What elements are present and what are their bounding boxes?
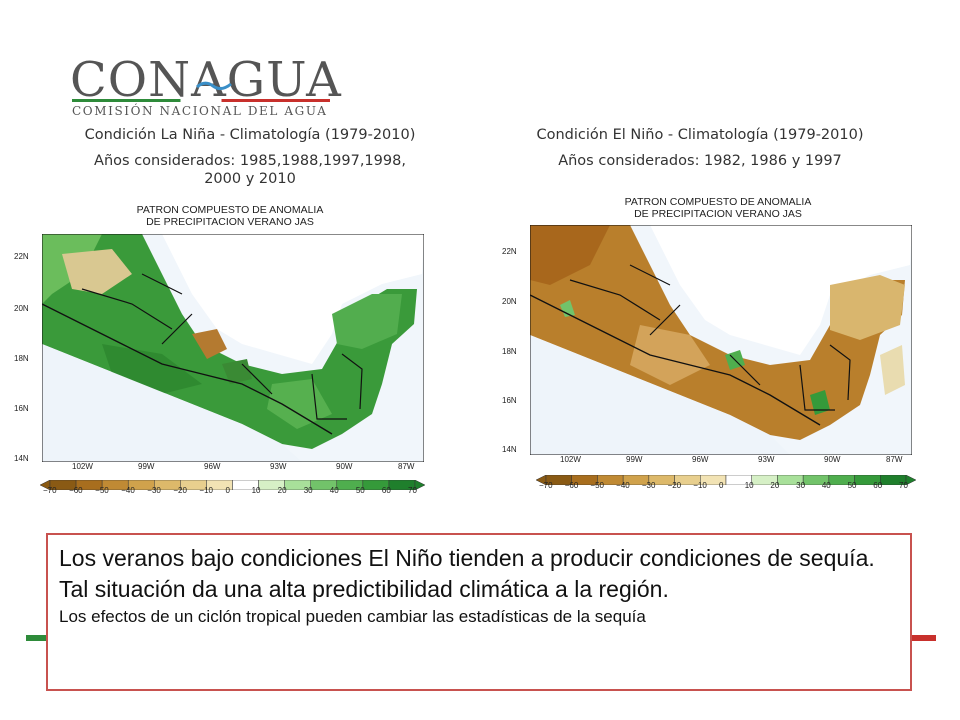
left-map-title-line1: PATRON COMPUESTO DE ANOMALIA — [136, 204, 324, 216]
left-scale-tick-label: −30 — [147, 486, 161, 495]
right-caption-years: Años considerados: 1982, 1986 y 1997 — [558, 153, 842, 169]
right-scale-tick-label: −70 — [539, 481, 553, 490]
right-map-figure: PATRON COMPUESTO DE ANOMALIA DE PRECIPIT… — [498, 193, 928, 493]
right-precipitation-anomaly-map — [530, 225, 912, 455]
left-scale-tick-label: 40 — [329, 486, 339, 495]
right-scale-tick-label: −50 — [590, 481, 604, 490]
left-map-figure: PATRON COMPUESTO DE ANOMALIA DE PRECIPIT… — [10, 196, 440, 496]
left-lon-label: 102W — [72, 462, 93, 471]
decorative-green-bar — [26, 635, 48, 641]
right-lon-label: 96W — [692, 455, 709, 464]
left-caption-years-line2: 2000 y 2010 — [204, 171, 296, 187]
right-scale-tick-label: 70 — [899, 481, 908, 490]
left-lat-label: 20N — [14, 304, 29, 313]
right-scale-tick-label: 30 — [796, 481, 806, 490]
right-scale-tick-label: 20 — [770, 481, 780, 490]
left-lat-label: 14N — [14, 454, 29, 463]
right-lon-label: 87W — [886, 455, 903, 464]
left-scale-tick-label: 50 — [355, 486, 365, 495]
right-lat-label: 16N — [502, 396, 517, 405]
conclusion-text-box: Los veranos bajo condiciones El Niño tie… — [46, 533, 912, 691]
conagua-logo-subtitle: COMISIÓN NACIONAL DEL AGUA — [72, 104, 328, 118]
right-scale-tick-label: 50 — [847, 481, 857, 490]
left-color-scale-labels: −70 −60 −50 −40 −30 −20 −10 0 10 20 30 40 50 60 70 — [40, 486, 425, 496]
left-scale-tick-label: 0 — [225, 486, 230, 495]
left-scale-tick-label: −10 — [199, 486, 213, 495]
right-lon-label: 90W — [824, 455, 841, 464]
left-caption-years-line1: Años considerados: 1985,1988,1997,1998, — [94, 153, 406, 169]
left-lon-label: 90W — [336, 462, 353, 471]
left-scale-tick-label: −20 — [173, 486, 187, 495]
right-lat-label: 22N — [502, 247, 517, 256]
right-lat-label: 18N — [502, 347, 517, 356]
right-scale-tick-label: −30 — [641, 481, 656, 490]
right-color-scale-labels: −70 −60 −50 −40 −30 −20 −10 0 10 20 30 40 50 60 70 — [536, 481, 916, 491]
right-scale-tick-label: −10 — [693, 481, 707, 490]
right-scale-arrow-right — [905, 474, 917, 486]
right-scale-tick-label: 0 — [719, 481, 724, 490]
left-lon-label: 87W — [398, 462, 415, 471]
right-lat-label: 14N — [502, 445, 517, 454]
left-lon-label: 96W — [204, 462, 221, 471]
left-scale-tick-label: 70 — [408, 486, 417, 495]
right-color-scale-svg — [535, 474, 917, 486]
right-scale-tick-label: 40 — [821, 481, 831, 490]
left-lon-label: 93W — [270, 462, 287, 471]
logo-tricolor-line — [72, 99, 330, 102]
left-scale-tick-label: 10 — [251, 486, 261, 495]
left-scale-tick-label: −40 — [121, 486, 135, 495]
left-lat-label: 16N — [14, 404, 29, 413]
left-precipitation-anomaly-map — [42, 234, 424, 462]
left-scale-arrow-right — [414, 479, 426, 491]
right-scale-tick-label: 10 — [744, 481, 754, 490]
right-scale-tick-label: 60 — [873, 481, 883, 490]
right-lon-label: 102W — [560, 455, 581, 464]
water-wave-icon — [196, 81, 232, 91]
right-color-scale-bar — [535, 470, 917, 486]
right-map-title-line2: DE PRECIPITACION VERANO JAS — [634, 208, 802, 220]
conclusion-line-2: Tal situación da una alta predictibilida… — [59, 576, 669, 602]
left-lon-label: 99W — [138, 462, 155, 471]
right-lon-label: 99W — [626, 455, 643, 464]
right-scale-tick-label: −40 — [616, 481, 630, 490]
conclusion-line-3: Los efectos de un ciclón tropical pueden… — [59, 607, 646, 626]
left-map-title-line2: DE PRECIPITACION VERANO JAS — [146, 216, 314, 228]
left-color-scale-bar — [39, 475, 426, 491]
right-scale-tick-label: −20 — [667, 481, 682, 490]
left-scale-tick-label: −70 — [43, 486, 57, 495]
left-scale-tick-label: 30 — [303, 486, 313, 495]
decorative-red-bar — [912, 635, 936, 641]
left-lat-label: 22N — [14, 252, 29, 261]
conagua-logo-title: CONAGUA — [70, 52, 342, 108]
left-lat-label: 18N — [14, 354, 29, 363]
left-scale-tick-label: −50 — [95, 486, 109, 495]
conclusion-line-1: Los veranos bajo condiciones El Niño tie… — [59, 545, 875, 571]
left-scale-tick-label: 20 — [277, 486, 287, 495]
right-caption-title: Condición El Niño - Climatología (1979-2… — [536, 127, 864, 143]
right-lon-label: 93W — [758, 455, 775, 464]
left-scale-tick-label: −60 — [69, 486, 83, 495]
left-scale-tick-label: 60 — [381, 486, 391, 495]
right-map-title-line1: PATRON COMPUESTO DE ANOMALIA — [624, 196, 812, 208]
right-lat-label: 20N — [502, 297, 517, 306]
right-scale-tick-label: −60 — [564, 481, 579, 490]
left-caption-title: Condición La Niña - Climatología (1979-2… — [84, 127, 416, 143]
